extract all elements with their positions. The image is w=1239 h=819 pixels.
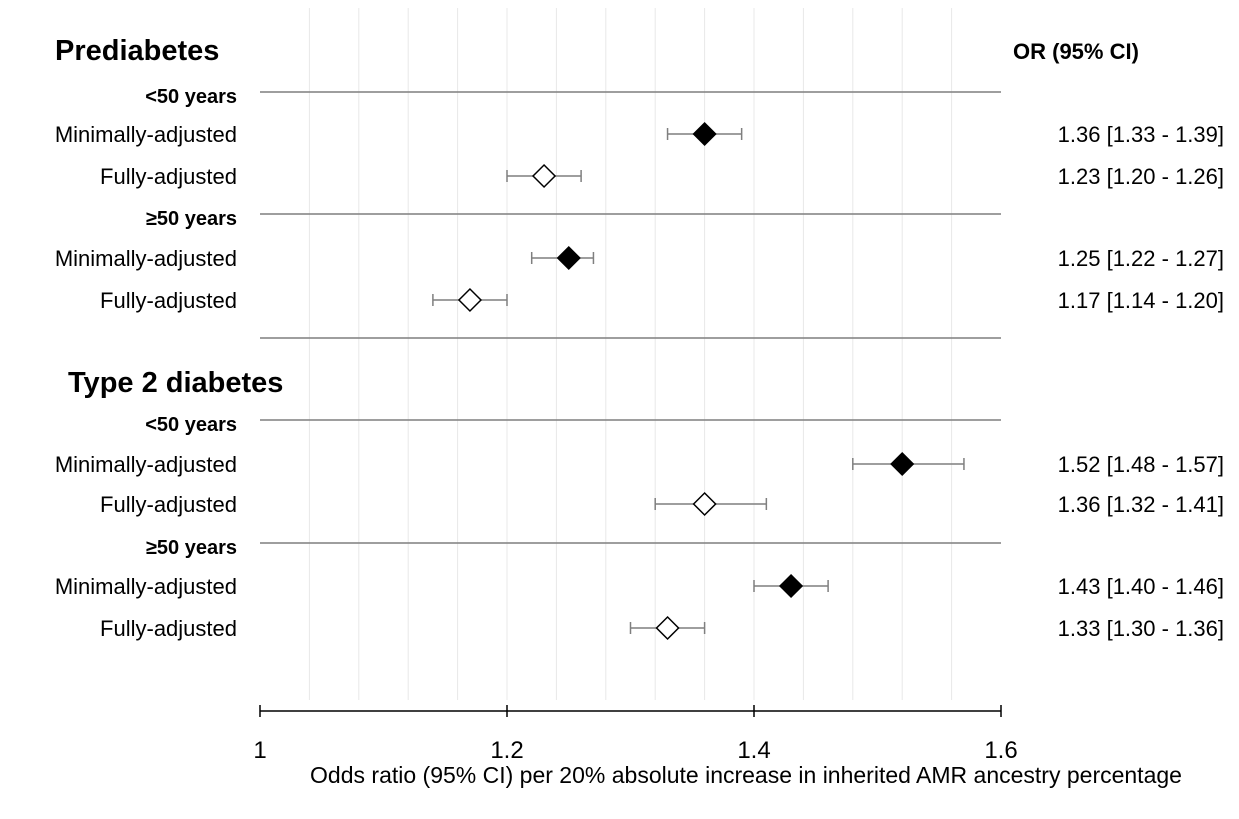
estimate-marker-filled <box>556 245 581 271</box>
model-label: Minimally-adjusted <box>55 122 237 147</box>
x-tick-label: 1.6 <box>984 737 1017 764</box>
subgroup-label: <50 years <box>145 86 237 108</box>
model-label: Fully-adjusted <box>100 492 237 517</box>
estimate-marker-filled <box>778 573 804 599</box>
section-header: Prediabetes <box>55 35 219 67</box>
section-header: Type 2 diabetes <box>68 367 283 399</box>
model-label: Fully-adjusted <box>100 288 237 313</box>
or-column-header: OR (95% CI) <box>1013 39 1139 64</box>
subgroup-label: ≥50 years <box>146 537 237 559</box>
x-tick-label: 1.2 <box>490 737 523 764</box>
or-texts: 1.36 [1.33 - 1.39] 1.23 [1.20 - 1.26] 1.25… <box>1058 122 1224 641</box>
model-label: Fully-adjusted <box>100 616 237 641</box>
estimates <box>432 121 965 641</box>
or-text: 1.25 [1.22 - 1.27] <box>1058 246 1224 271</box>
estimate-marker-filled <box>692 121 717 147</box>
model-label: Fully-adjusted <box>100 164 237 189</box>
or-text: 1.43 [1.40 - 1.46] <box>1058 574 1224 599</box>
or-text: 1.17 [1.14 - 1.20] <box>1058 288 1224 313</box>
x-tick-label: 1 <box>253 737 266 764</box>
x-axis-label: Odds ratio (95% CI) per 20% absolute inc… <box>310 762 1182 788</box>
estimate-marker-filled <box>890 451 915 477</box>
row-separators <box>260 91 1001 544</box>
subgroup-label: ≥50 years <box>146 208 237 230</box>
or-text: 1.33 [1.30 - 1.36] <box>1058 616 1224 641</box>
x-tick-label: 1.4 <box>737 737 770 764</box>
estimate-marker-open <box>692 491 717 517</box>
estimate-marker-open <box>531 163 557 189</box>
model-label: Minimally-adjusted <box>55 452 237 477</box>
or-text: 1.36 [1.33 - 1.39] <box>1058 122 1224 147</box>
or-text: 1.52 [1.48 - 1.57] <box>1058 452 1224 477</box>
subgroup-label: <50 years <box>145 414 237 436</box>
estimate-marker-open <box>457 287 483 313</box>
model-label: Minimally-adjusted <box>55 574 237 599</box>
row-labels: Prediabetes <50 years Minimally-adjusted Fu… <box>55 35 284 641</box>
or-text: 1.36 [1.32 - 1.41] <box>1058 492 1224 517</box>
x-axis: 1 1.2 1.4 1.6 <box>253 705 1018 764</box>
estimate-marker-open <box>655 615 680 641</box>
gridlines <box>308 8 953 700</box>
or-text: 1.23 [1.20 - 1.26] <box>1058 164 1224 189</box>
model-label: Minimally-adjusted <box>55 246 237 271</box>
